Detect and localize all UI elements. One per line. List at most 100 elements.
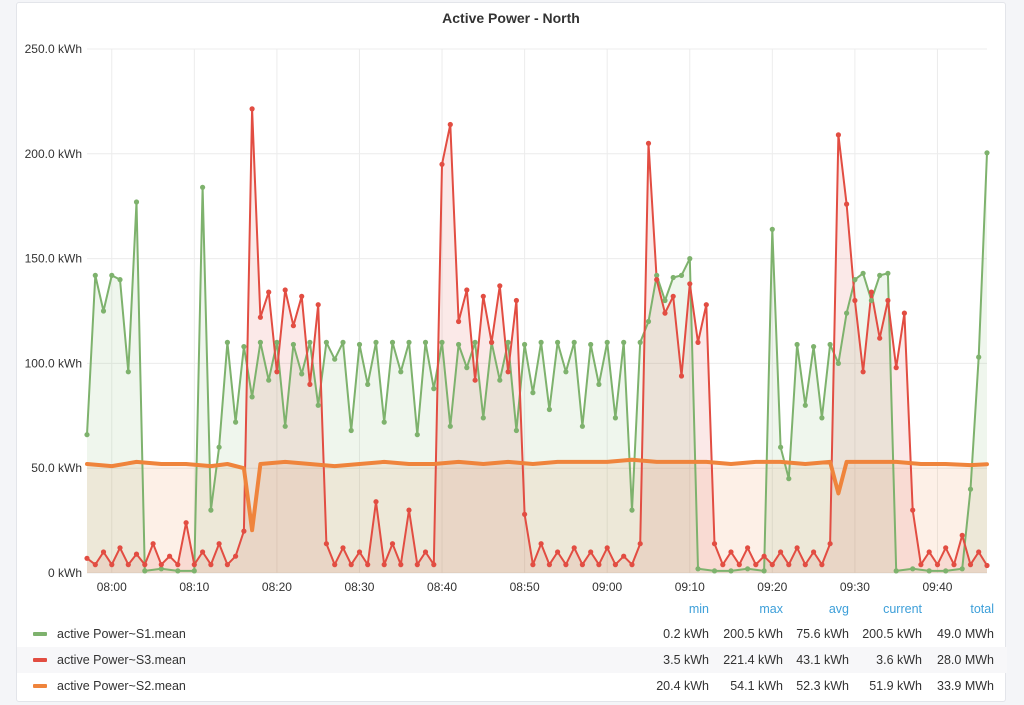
data-point[interactable] [695, 566, 701, 572]
data-point[interactable] [414, 562, 420, 568]
data-point[interactable] [720, 562, 726, 568]
data-point[interactable] [381, 562, 387, 568]
data-point[interactable] [505, 369, 511, 375]
data-point[interactable] [555, 339, 561, 345]
legend-header-total[interactable]: total [970, 602, 994, 616]
data-point[interactable] [257, 314, 263, 320]
data-point[interactable] [596, 562, 602, 568]
data-point[interactable] [109, 272, 115, 278]
data-point[interactable] [497, 377, 503, 383]
data-point[interactable] [447, 121, 453, 128]
data-point[interactable] [233, 419, 239, 425]
data-point[interactable] [340, 545, 346, 551]
data-point[interactable] [422, 339, 429, 345]
data-point[interactable] [274, 339, 280, 345]
data-point[interactable] [505, 339, 511, 345]
data-point[interactable] [645, 140, 652, 146]
data-point[interactable] [546, 562, 553, 568]
data-point[interactable] [621, 553, 627, 559]
data-point[interactable] [819, 415, 825, 421]
legend-series-name[interactable]: active Power~S3.mean [57, 653, 186, 667]
data-point[interactable] [307, 381, 313, 387]
data-point[interactable] [513, 427, 519, 434]
data-point[interactable] [910, 566, 916, 572]
data-point[interactable] [984, 150, 990, 156]
data-point[interactable] [802, 402, 808, 408]
series-color-swatch[interactable] [33, 684, 47, 688]
legend-series-name[interactable]: active Power~S2.mean [57, 679, 186, 693]
data-point[interactable] [241, 528, 247, 534]
data-point[interactable] [753, 562, 759, 568]
data-point[interactable] [348, 427, 354, 434]
data-point[interactable] [802, 562, 808, 568]
data-point[interactable] [670, 274, 676, 281]
data-point[interactable] [307, 339, 313, 345]
data-point[interactable] [538, 339, 544, 345]
data-point[interactable] [200, 184, 206, 190]
data-point[interactable] [761, 553, 767, 559]
data-point[interactable] [365, 562, 371, 568]
data-point[interactable] [637, 541, 643, 547]
data-point[interactable] [811, 344, 817, 350]
data-point[interactable] [133, 199, 140, 205]
data-point[interactable] [100, 308, 107, 314]
data-point[interactable] [934, 562, 941, 568]
data-point[interactable] [811, 549, 817, 555]
data-point[interactable] [233, 553, 239, 559]
data-point[interactable] [943, 545, 949, 551]
data-point[interactable] [125, 369, 131, 375]
data-point[interactable] [158, 566, 164, 572]
data-point[interactable] [604, 339, 610, 345]
data-point[interactable] [241, 344, 247, 350]
data-point[interactable] [835, 360, 842, 366]
data-point[interactable] [200, 549, 206, 555]
data-point[interactable] [150, 541, 156, 547]
data-point[interactable] [117, 277, 123, 283]
data-point[interactable] [109, 562, 115, 568]
data-point[interactable] [224, 339, 230, 345]
data-point[interactable] [910, 507, 916, 513]
data-point[interactable] [389, 339, 396, 345]
data-point[interactable] [183, 520, 189, 526]
data-point[interactable] [687, 281, 693, 287]
data-point[interactable] [819, 562, 825, 568]
legend-header-current[interactable]: current [883, 602, 922, 616]
data-point[interactable] [522, 511, 528, 517]
data-point[interactable] [472, 339, 478, 345]
data-point[interactable] [332, 356, 338, 362]
data-point[interactable] [489, 339, 495, 345]
data-point[interactable] [868, 289, 875, 295]
data-point[interactable] [175, 568, 181, 574]
data-point[interactable] [563, 369, 569, 375]
data-point[interactable] [885, 297, 891, 304]
data-point[interactable] [414, 432, 420, 438]
data-point[interactable] [513, 297, 519, 304]
data-point[interactable] [315, 402, 321, 408]
legend-header-min[interactable]: min [688, 602, 709, 616]
data-point[interactable] [678, 272, 685, 278]
data-point[interactable] [769, 562, 775, 568]
data-point[interactable] [373, 339, 379, 345]
data-point[interactable] [431, 386, 437, 392]
data-point[interactable] [967, 486, 974, 492]
data-point[interactable] [860, 270, 866, 276]
data-point[interactable] [579, 423, 586, 429]
data-point[interactable] [175, 562, 181, 568]
data-point[interactable] [282, 287, 288, 293]
data-point[interactable] [365, 381, 371, 387]
data-point[interactable] [835, 132, 842, 138]
legend-row[interactable]: active Power~S2.mean 20.4 kWh 54.1 kWh 5… [17, 673, 1007, 699]
data-point[interactable] [951, 562, 957, 568]
data-point[interactable] [976, 354, 982, 360]
data-point[interactable] [142, 562, 148, 568]
data-point[interactable] [877, 272, 883, 278]
data-point[interactable] [728, 568, 734, 574]
data-point[interactable] [142, 568, 148, 574]
data-point[interactable] [827, 541, 833, 547]
data-point[interactable] [323, 541, 329, 547]
data-point[interactable] [621, 339, 627, 345]
data-point[interactable] [290, 341, 296, 348]
data-point[interactable] [761, 568, 767, 574]
panel-title[interactable]: Active Power - North [442, 10, 580, 26]
data-point[interactable] [588, 341, 594, 348]
